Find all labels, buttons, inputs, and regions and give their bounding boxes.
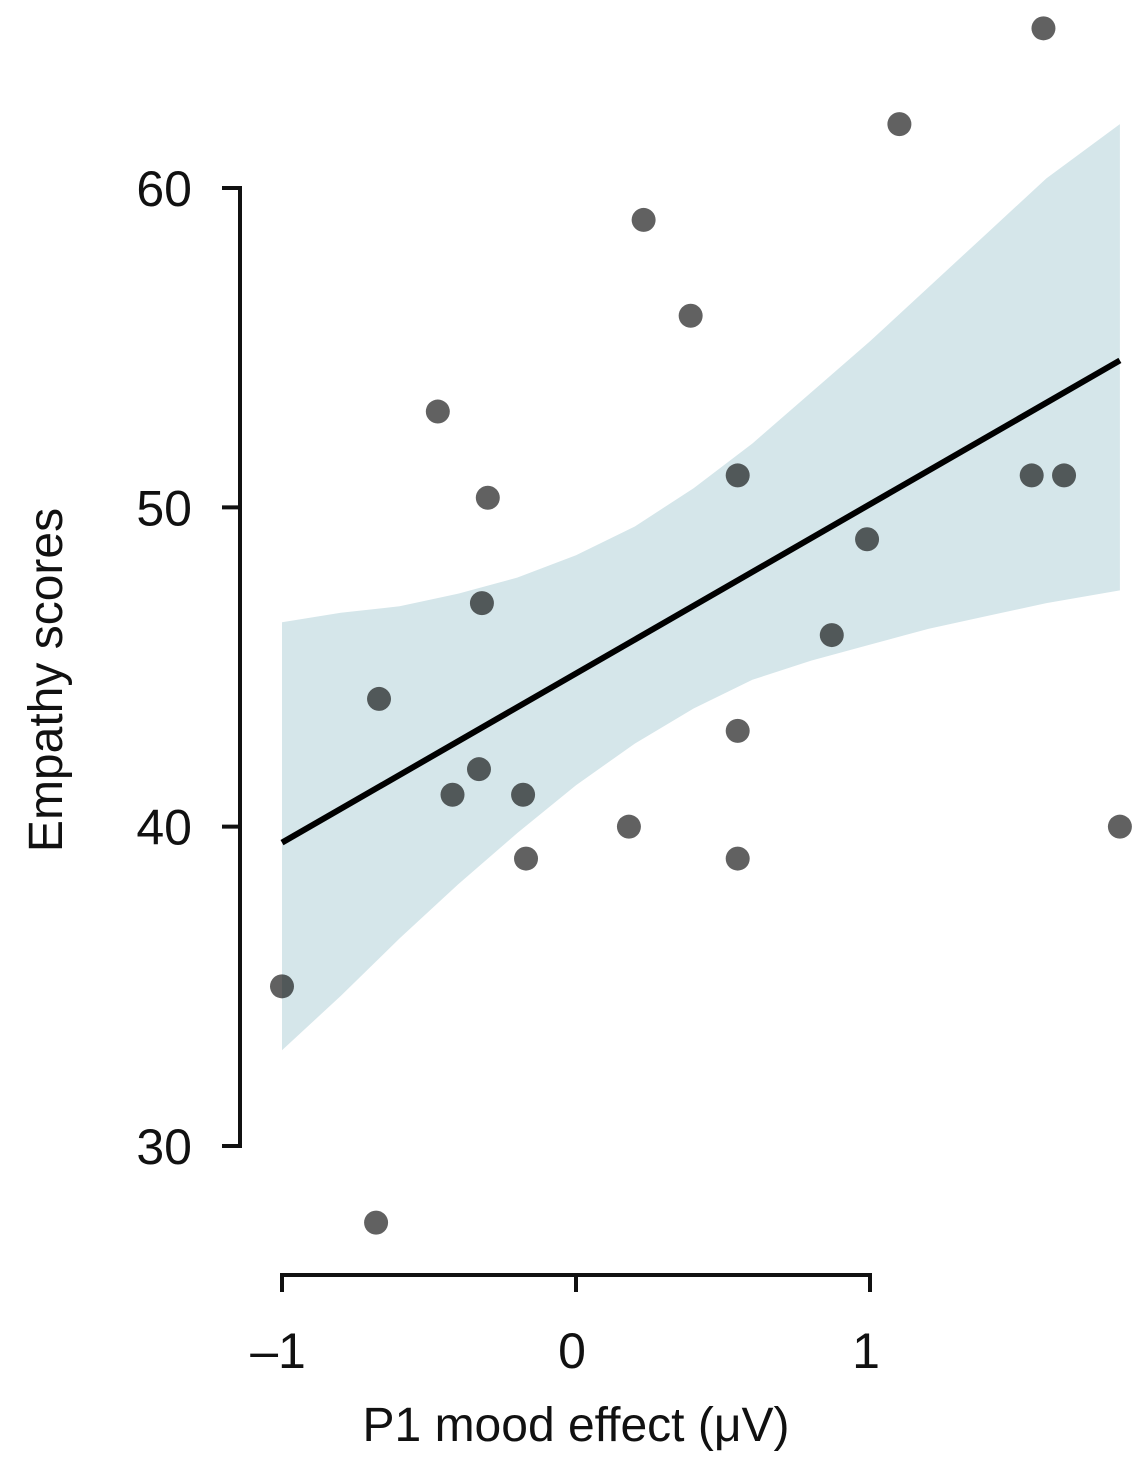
data-point [1031, 16, 1056, 41]
data-point [819, 623, 844, 648]
data-point [475, 485, 500, 510]
x-axis-title: P1 mood effect (μV) [363, 1399, 790, 1452]
data-point [855, 527, 880, 552]
y-axis-line [222, 186, 242, 1148]
data-point [367, 686, 392, 711]
data-point [1052, 463, 1077, 488]
y-tick-label: 50 [136, 480, 192, 536]
data-point [616, 814, 641, 839]
x-tick-label: –1 [250, 1323, 306, 1379]
data-point [725, 463, 750, 488]
x-axis: –1 0 1 [250, 1273, 880, 1379]
data-point [887, 112, 912, 137]
x-tick-label: 1 [852, 1323, 880, 1379]
data-points [270, 16, 1132, 1235]
confidence-band [282, 124, 1120, 1051]
data-point [678, 303, 703, 328]
y-tick-label: 30 [136, 1119, 192, 1175]
data-point [425, 399, 450, 424]
y-axis: 30 40 50 60 [136, 161, 242, 1175]
y-ticks: 30 40 50 60 [136, 161, 240, 1175]
data-point [1019, 463, 1044, 488]
data-point [469, 591, 494, 616]
y-tick-label: 60 [136, 161, 192, 217]
data-point [440, 782, 465, 807]
data-point [511, 782, 536, 807]
regression-line [280, 357, 1122, 846]
data-point [364, 1210, 389, 1235]
data-point [725, 846, 750, 871]
data-point [466, 757, 491, 782]
x-tick-label: 0 [558, 1323, 586, 1379]
x-ticks: –1 0 1 [250, 1275, 880, 1379]
data-point [270, 974, 294, 999]
data-point [631, 207, 656, 232]
data-point [514, 846, 539, 871]
y-tick-label: 40 [136, 800, 192, 856]
data-point [1107, 814, 1132, 839]
data-point [725, 718, 750, 743]
y-axis-title: Empathy scores [20, 508, 73, 852]
